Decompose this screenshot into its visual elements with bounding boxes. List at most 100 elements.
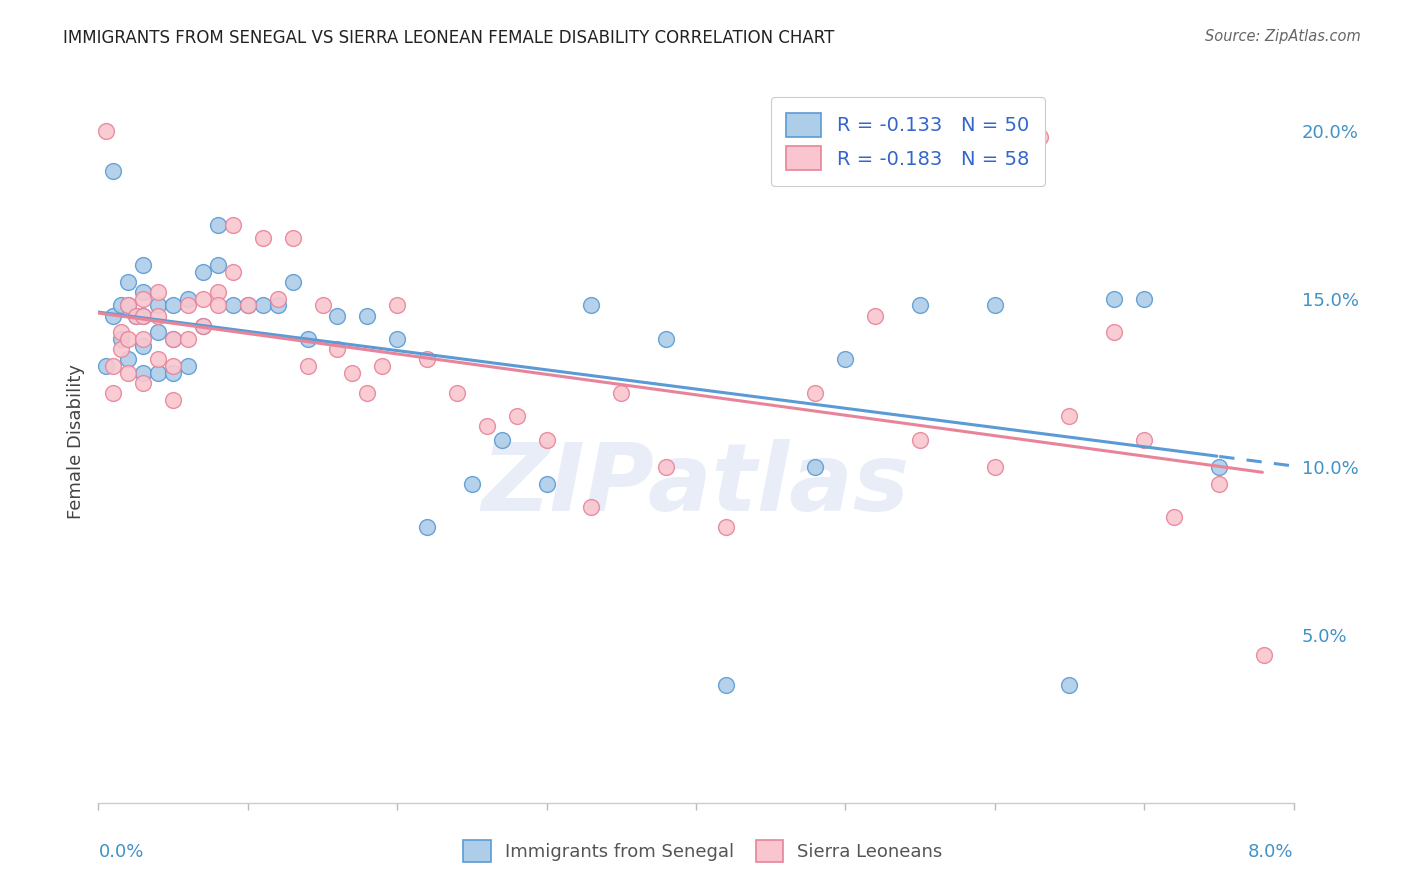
Point [177,332,200,346]
Point [385,298,409,312]
Point [110,298,132,312]
Point [191,292,214,306]
Point [207,298,229,312]
Point [94,124,117,138]
Point [342,366,364,380]
Point [117,298,139,312]
Point [103,359,125,373]
Point [1028,130,1050,145]
Point [132,339,155,353]
Point [475,419,498,434]
Point [281,275,304,289]
Text: IMMIGRANTS FROM SENEGAL VS SIERRA LEONEAN FEMALE DISABILITY CORRELATION CHART: IMMIGRANTS FROM SENEGAL VS SIERRA LEONEA… [63,29,835,46]
Point [1059,409,1081,424]
Point [162,392,184,407]
Point [132,309,155,323]
Point [132,376,155,390]
Point [1133,292,1156,306]
Point [506,409,529,424]
Point [103,385,125,400]
Point [1104,292,1126,306]
Point [1253,648,1275,662]
Point [1208,459,1230,474]
Point [132,332,155,346]
Point [162,332,184,346]
Point [908,298,931,312]
Point [252,231,274,245]
Point [103,164,125,178]
Point [148,285,170,299]
Point [267,298,290,312]
Point [132,292,155,306]
Point [536,476,558,491]
Point [236,298,259,312]
Point [1059,678,1081,692]
Legend: R = -0.133   N = 50, R = -0.183   N = 58: R = -0.133 N = 50, R = -0.183 N = 58 [770,97,1045,186]
Point [714,678,737,692]
Text: ZIPatlas: ZIPatlas [482,439,910,531]
Point [356,309,378,323]
Point [117,366,139,380]
Point [416,352,439,367]
Point [581,298,603,312]
Point [297,332,319,346]
Point [117,352,139,367]
Point [714,520,737,534]
Point [865,309,887,323]
Point [1104,326,1126,340]
Point [207,218,229,232]
Point [385,332,409,346]
Point [222,265,245,279]
Point [804,385,827,400]
Point [371,359,394,373]
Point [908,433,931,447]
Point [191,318,214,333]
Point [125,309,148,323]
Point [236,298,259,312]
Point [804,459,827,474]
Point [610,385,633,400]
Point [132,285,155,299]
Point [311,298,333,312]
Point [1163,510,1185,524]
Point [207,285,229,299]
Point [222,298,245,312]
Point [103,309,125,323]
Point [326,309,349,323]
Point [191,318,214,333]
Point [162,366,184,380]
Text: 0.0%: 0.0% [98,843,143,861]
Point [1133,433,1156,447]
Point [148,326,170,340]
Text: 8.0%: 8.0% [1249,843,1294,861]
Text: Source: ZipAtlas.com: Source: ZipAtlas.com [1205,29,1361,44]
Point [110,326,132,340]
Point [162,359,184,373]
Point [297,359,319,373]
Point [177,359,200,373]
Point [162,332,184,346]
Point [125,309,148,323]
Point [132,309,155,323]
Point [267,292,290,306]
Point [117,298,139,312]
Point [117,332,139,346]
Point [655,459,678,474]
Point [446,385,468,400]
Point [536,433,558,447]
Point [491,433,513,447]
Point [222,218,245,232]
Point [207,258,229,272]
Point [1208,476,1230,491]
Point [148,298,170,312]
Point [581,500,603,514]
Point [356,385,378,400]
Point [132,258,155,272]
Point [177,298,200,312]
Point [132,366,155,380]
Point [177,292,200,306]
Y-axis label: Female Disability: Female Disability [66,364,84,519]
Point [326,342,349,356]
Point [110,332,132,346]
Point [834,352,856,367]
